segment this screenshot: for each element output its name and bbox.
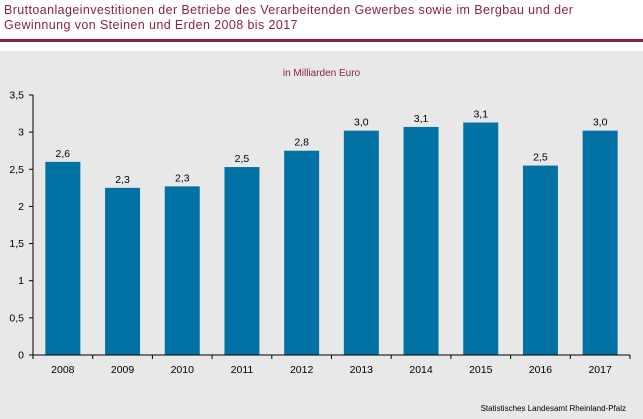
y-tick-label: 3 (18, 127, 24, 139)
data-label-2009: 2,3 (115, 174, 130, 186)
source-note: Statistisches Landesamt Rheinland-Pfalz (480, 404, 626, 413)
y-tick-label: 1 (18, 275, 24, 287)
data-label-2010: 2,3 (175, 172, 190, 184)
bar-2014 (403, 126, 439, 355)
data-label-2008: 2,6 (56, 148, 71, 160)
x-tick-label-2015: 2015 (469, 364, 493, 376)
x-tick-label-2013: 2013 (350, 364, 374, 376)
y-tick-label: 0 (18, 350, 24, 362)
bar-2015 (463, 122, 499, 355)
bar-2012 (284, 150, 320, 355)
data-label-2016: 2,5 (533, 152, 548, 164)
x-tick-label-2008: 2008 (51, 364, 75, 376)
bar-2008 (45, 161, 81, 355)
bar-2011 (224, 167, 260, 355)
title-divider (0, 39, 643, 42)
data-label-2013: 3,0 (354, 117, 369, 129)
data-label-2012: 2,8 (294, 137, 309, 149)
y-tick-label: 2,5 (9, 164, 24, 176)
data-label-2011: 2,5 (235, 153, 250, 165)
data-label-2015: 3,1 (473, 108, 488, 120)
x-tick-label-2010: 2010 (171, 364, 195, 376)
bar-2016 (522, 165, 558, 355)
bar-2017 (582, 130, 618, 355)
y-tick-label: 3,5 (9, 90, 24, 102)
y-tick-label: 1,5 (9, 238, 24, 250)
chart-title: Bruttoanlageinvestitionen der Betriebe d… (4, 3, 574, 32)
x-tick-label-2011: 2011 (231, 364, 254, 376)
bar-2010 (164, 186, 200, 355)
bar-2009 (105, 187, 141, 355)
x-tick-label-2009: 2009 (111, 364, 135, 376)
chart-subtitle: in Milliarden Euro (282, 68, 361, 79)
x-tick-label-2016: 2016 (529, 364, 553, 376)
x-tick-label-2012: 2012 (290, 364, 314, 376)
y-tick-label: 0,5 (9, 312, 24, 324)
x-tick-label-2017: 2017 (588, 364, 612, 376)
bar-2013 (343, 130, 379, 355)
x-tick-label-2014: 2014 (409, 364, 433, 376)
data-label-2017: 3,0 (593, 117, 608, 129)
data-label-2014: 3,1 (414, 113, 429, 125)
y-tick-label: 2 (18, 201, 24, 213)
